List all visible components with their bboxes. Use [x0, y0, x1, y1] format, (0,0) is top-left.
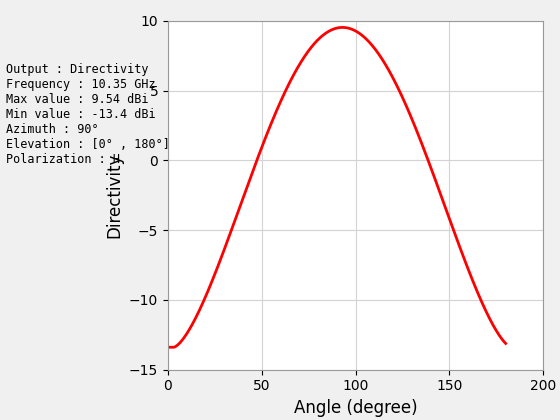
- X-axis label: Angle (degree): Angle (degree): [294, 399, 417, 417]
- Text: Output : Directivity
Frequency : 10.35 GHz
Max value : 9.54 dBi
Min value : -13.: Output : Directivity Frequency : 10.35 G…: [6, 63, 170, 166]
- Y-axis label: Directivity: Directivity: [105, 152, 123, 238]
